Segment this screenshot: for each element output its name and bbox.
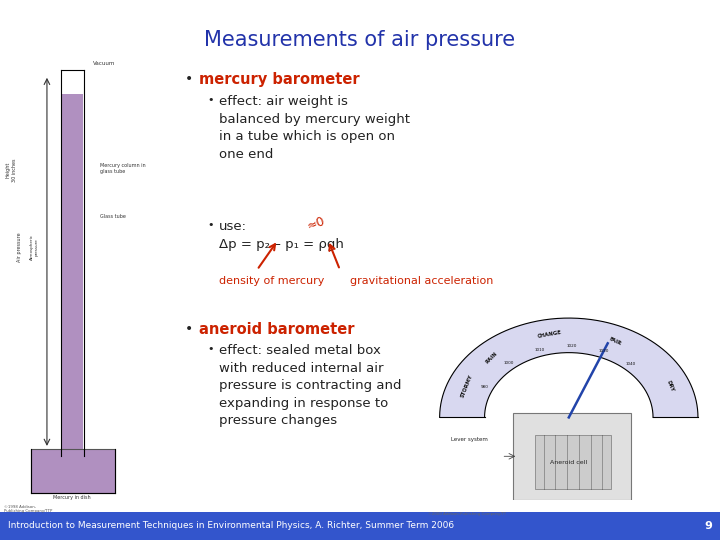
Text: Glass tube: Glass tube [99,214,125,219]
Text: Δp = p₂ – p₁ = ρgh: Δp = p₂ – p₁ = ρgh [219,238,344,251]
Text: ≈0: ≈0 [305,214,327,233]
Text: Introduction to Measurement Techniques in Environmental Physics, A. Richter, Sum: Introduction to Measurement Techniques i… [8,522,454,530]
Text: Mercury column in
glass tube: Mercury column in glass tube [99,163,145,174]
Bar [32,449,115,493]
Text: Vacuum: Vacuum [94,61,116,66]
Text: Measurements of air pressure: Measurements of air pressure [204,30,516,50]
Text: CHANGE: CHANGE [537,330,562,339]
Text: Atmospheric
pressure: Atmospheric pressure [30,234,39,260]
Text: •: • [185,322,193,336]
Bar [62,93,84,456]
Bar [0,512,720,540]
Text: effect: air weight is
balanced by mercury weight
in a tube which is open on
one : effect: air weight is balanced by mercur… [219,95,410,160]
Text: 1000: 1000 [504,361,514,365]
Text: use:: use: [219,220,247,233]
Text: Mercury in dish: Mercury in dish [53,495,91,500]
FancyBboxPatch shape [513,413,631,500]
Text: 1030: 1030 [598,349,608,353]
Text: ©2000 Addison-Publishing Company/TT: ©2000 Addison-Publishing Company/TT [428,512,507,516]
Text: ©1998 Addison-
Publishing Company/TTP: ©1998 Addison- Publishing Company/TTP [4,504,52,513]
Text: Aneroid cell: Aneroid cell [550,460,588,465]
Polygon shape [440,318,698,417]
Text: 1040: 1040 [626,362,636,367]
Text: mercury barometer: mercury barometer [199,72,359,87]
Text: DRY: DRY [666,380,675,393]
Text: 980: 980 [481,386,489,389]
Text: effect: sealed metal box
with reduced internal air
pressure is contracting and
e: effect: sealed metal box with reduced in… [219,344,402,427]
Text: Lever system: Lever system [451,436,487,442]
Text: Height
30 inches: Height 30 inches [6,159,17,182]
Text: •: • [207,95,214,105]
Text: 1020: 1020 [567,344,577,348]
Text: gravitational acceleration: gravitational acceleration [350,276,493,286]
Text: RAIN: RAIN [485,351,498,365]
Text: 9: 9 [704,521,712,531]
Text: 1010: 1010 [535,348,545,352]
Text: density of mercury: density of mercury [219,276,325,286]
Text: Air pressure: Air pressure [17,232,22,261]
FancyBboxPatch shape [535,435,611,489]
Text: •: • [185,72,193,86]
Text: aneroid barometer: aneroid barometer [199,322,354,337]
Text: •: • [207,220,214,230]
Text: STORMY: STORMY [460,374,474,399]
Text: FAIR: FAIR [608,336,622,346]
Text: •: • [207,344,214,354]
